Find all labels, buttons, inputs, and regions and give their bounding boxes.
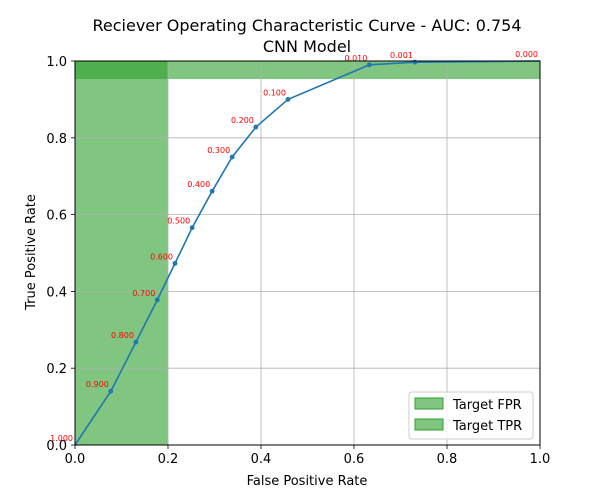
y-tick-label: 0.6	[46, 209, 67, 224]
legend-swatch-target-fpr	[414, 397, 444, 410]
threshold-label: 1.000	[50, 434, 73, 443]
axes-frame	[74, 60, 541, 446]
y-tick-label: 0.0	[46, 439, 67, 454]
x-axis-label: False Positive Rate	[247, 474, 368, 489]
x-tick-label: 0.8	[437, 452, 458, 467]
x-tick-label: 1.0	[530, 452, 551, 467]
roc-point	[189, 225, 195, 231]
threshold-label: 0.300	[207, 146, 230, 155]
threshold-label: 0.900	[86, 380, 109, 389]
roc-point	[253, 124, 259, 130]
legend-swatch-target-tpr	[414, 418, 444, 431]
chart-subtitle: CNN Model	[263, 37, 351, 56]
threshold-label: 0.500	[167, 217, 190, 226]
x-tick-label: 0.4	[251, 452, 272, 467]
y-tick-label: 0.4	[46, 285, 67, 300]
y-axis-label: True Positive Rate	[24, 194, 39, 311]
roc-point	[133, 339, 139, 345]
roc-point	[154, 297, 160, 303]
legend: Target FPR Target TPR	[408, 391, 534, 440]
threshold-label: 0.800	[111, 331, 134, 340]
x-tick-label: 0.6	[344, 452, 365, 467]
plot-area: 0.00.0 0.2 0.2 0.4 0.4 0.6 0.6 0.8 0.8 1.0 1.0 1.00…	[46, 50, 550, 467]
target-tpr-region	[75, 61, 540, 80]
threshold-label: 0.001	[390, 51, 413, 60]
threshold-label: 0.700	[132, 289, 155, 298]
threshold-label: 0.600	[150, 252, 173, 261]
roc-point	[108, 388, 114, 394]
threshold-label: 0.400	[187, 180, 210, 189]
roc-point	[172, 260, 178, 266]
legend-label-target-tpr: Target TPR	[452, 419, 522, 434]
threshold-label: 0.000	[515, 50, 538, 59]
roc-point	[285, 97, 291, 102]
y-tick-label: 1.0	[46, 55, 67, 70]
legend-label-target-fpr: Target FPR	[452, 398, 522, 413]
threshold-label: 0.010	[344, 54, 367, 63]
y-tick-label: 0.2	[46, 362, 67, 377]
roc-point	[366, 62, 372, 68]
roc-point	[209, 188, 215, 194]
roc-point	[229, 154, 235, 160]
x-tick-label: 0.2	[158, 452, 179, 467]
chart-title: Reciever Operating Characteristic Curve …	[92, 16, 521, 35]
x-tick-label: 0.0	[65, 452, 86, 467]
y-tick-label: 0.8	[46, 132, 67, 147]
threshold-label: 0.100	[263, 88, 286, 97]
threshold-label: 0.200	[231, 116, 254, 125]
roc-point	[412, 59, 418, 65]
target-fpr-region	[75, 61, 168, 445]
